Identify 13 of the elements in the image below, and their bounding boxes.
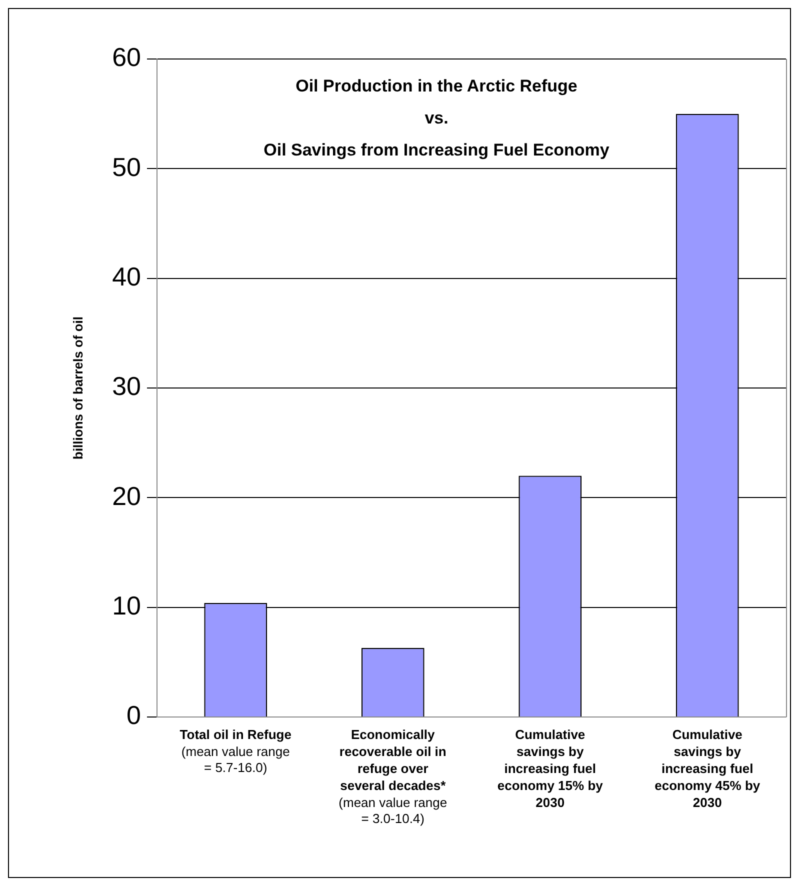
x-tick-label: Total oil in Refuge (mean value range = 5.7-16.0) [180, 727, 292, 776]
y-tick-label: 40 [112, 262, 141, 292]
y-tick-label: 0 [126, 700, 141, 730]
y-tick-label: 60 [112, 42, 141, 72]
x-tick-label: Cumulative savings by increasing fuel economy 15% by 2030 [497, 727, 604, 810]
x-tick-label: Economically recoverable oil in refuge over several decades* (mean value range = 3.0-10.4) [338, 727, 448, 826]
y-tick-label: 20 [112, 480, 141, 511]
text: Oil Production in the Arctic Refuge vs. Oil Savings from Increasing Fuel Economy [264, 76, 610, 160]
y-tick-label: 10 [112, 590, 141, 621]
y-tick-label: 30 [112, 371, 141, 402]
y-axis-title: billions of barrels of oil [70, 316, 86, 460]
x-tick-label: Cumulative savings by increasing fuel economy 45% by 2030 [654, 727, 761, 810]
y-tick-label: 50 [112, 152, 141, 182]
